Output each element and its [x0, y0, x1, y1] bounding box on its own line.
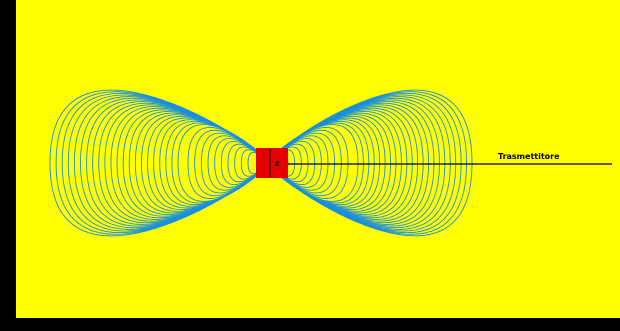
field-line — [187, 127, 269, 199]
transmitter-label: Trasmettitore — [498, 152, 560, 161]
transmitter-box — [256, 148, 288, 178]
field-line — [267, 89, 473, 237]
transmitter: z — [256, 148, 288, 178]
field-lines-group — [49, 89, 473, 237]
transmitter-symbol: z — [275, 159, 280, 168]
field-line — [49, 89, 269, 237]
field-line — [267, 127, 349, 199]
